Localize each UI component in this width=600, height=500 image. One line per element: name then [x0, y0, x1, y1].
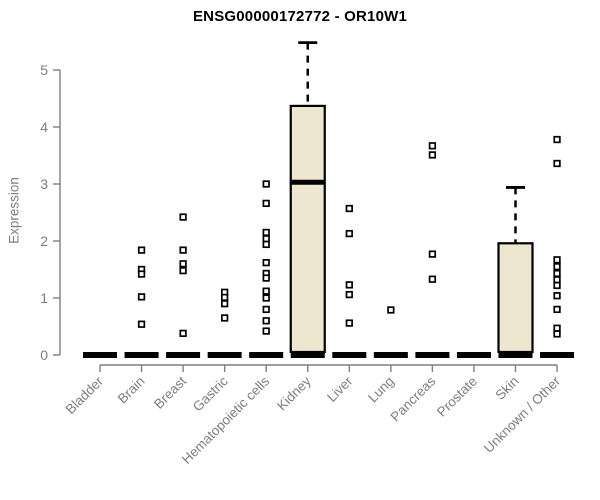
outlier-point: [179, 266, 187, 275]
x-category-label: Unknown / Other: [481, 373, 564, 456]
outlier-point: [553, 256, 561, 264]
outlier-point: [553, 305, 561, 314]
outlier-point: [179, 329, 187, 337]
outlier-point: [221, 300, 229, 308]
outlier-point: [262, 305, 270, 314]
outlier-point: [137, 320, 146, 328]
outlier-point: [428, 151, 437, 159]
outlier-point: [221, 314, 229, 322]
x-category-label: Liver: [324, 373, 356, 405]
outlier-point: [345, 290, 353, 299]
outlier-point: [179, 246, 187, 254]
outlier-point: [553, 269, 561, 278]
box-skin: [497, 242, 534, 354]
x-category-label: Lung: [365, 374, 397, 406]
y-tick-label: 3: [40, 176, 48, 192]
x-category-label: Breast: [151, 373, 189, 411]
outlier-point: [137, 293, 146, 301]
outlier-point: [262, 259, 270, 267]
outlier-point: [387, 306, 395, 314]
zero-median-bar: [415, 352, 450, 358]
outlier-point: [262, 294, 270, 302]
y-tick-label: 2: [40, 233, 48, 249]
zero-median-bar: [207, 352, 242, 358]
zero-median-bar: [332, 352, 367, 358]
outlier-point: [553, 135, 561, 144]
outlier-point: [428, 250, 437, 258]
y-tick-label: 0: [40, 347, 48, 363]
outlier-point: [262, 287, 270, 295]
y-tick-label: 5: [40, 62, 48, 78]
outlier-point: [553, 263, 561, 271]
outlier-point: [345, 319, 353, 327]
outlier-point: [428, 142, 437, 150]
y-tick-label: 1: [40, 290, 48, 306]
outlier-point: [262, 317, 270, 325]
outlier-point: [262, 274, 270, 282]
outlier-point: [553, 159, 561, 168]
outlier-point: [553, 281, 561, 290]
outlier-point: [553, 324, 561, 332]
zero-median-bar: [83, 352, 117, 358]
outlier-point: [262, 180, 270, 188]
outlier-point: [137, 270, 146, 278]
zero-median-bar: [249, 352, 284, 358]
outlier-point: [262, 228, 270, 237]
x-category-label: Gastric: [190, 373, 231, 414]
outlier-point: [345, 204, 353, 213]
y-tick-label: 4: [40, 119, 48, 135]
outlier-point: [345, 281, 353, 289]
zero-median-bar: [166, 352, 201, 358]
zero-median-bar: [456, 352, 491, 358]
zero-median-bar: [540, 352, 575, 358]
outlier-point: [428, 275, 437, 283]
chart-title: ENSG00000172772 - OR10W1: [192, 8, 408, 25]
zero-median-bar: [498, 352, 533, 358]
x-category-label: Prostate: [434, 374, 480, 420]
box-kidney: [289, 104, 326, 354]
outlier-point: [262, 240, 270, 249]
outlier-point: [262, 199, 270, 208]
outlier-point: [553, 276, 561, 284]
zero-median-bar: [124, 352, 159, 358]
zero-median-bar: [373, 352, 408, 358]
x-category-label: Skin: [492, 374, 521, 403]
outlier-point: [179, 260, 187, 268]
outlier-point: [179, 213, 187, 221]
outlier-point: [262, 235, 270, 243]
outlier-point: [345, 229, 353, 238]
x-category-label: Brain: [115, 374, 148, 407]
zero-median-bar: [290, 352, 325, 358]
outlier-point: [262, 327, 270, 335]
outlier-point: [553, 292, 561, 300]
x-category-label: Bladder: [63, 373, 107, 417]
outlier-point: [553, 330, 561, 338]
x-category-label: Pancreas: [388, 373, 439, 424]
x-category-label: Kidney: [274, 373, 314, 413]
outlier-point: [221, 293, 229, 302]
outlier-point: [137, 246, 146, 254]
